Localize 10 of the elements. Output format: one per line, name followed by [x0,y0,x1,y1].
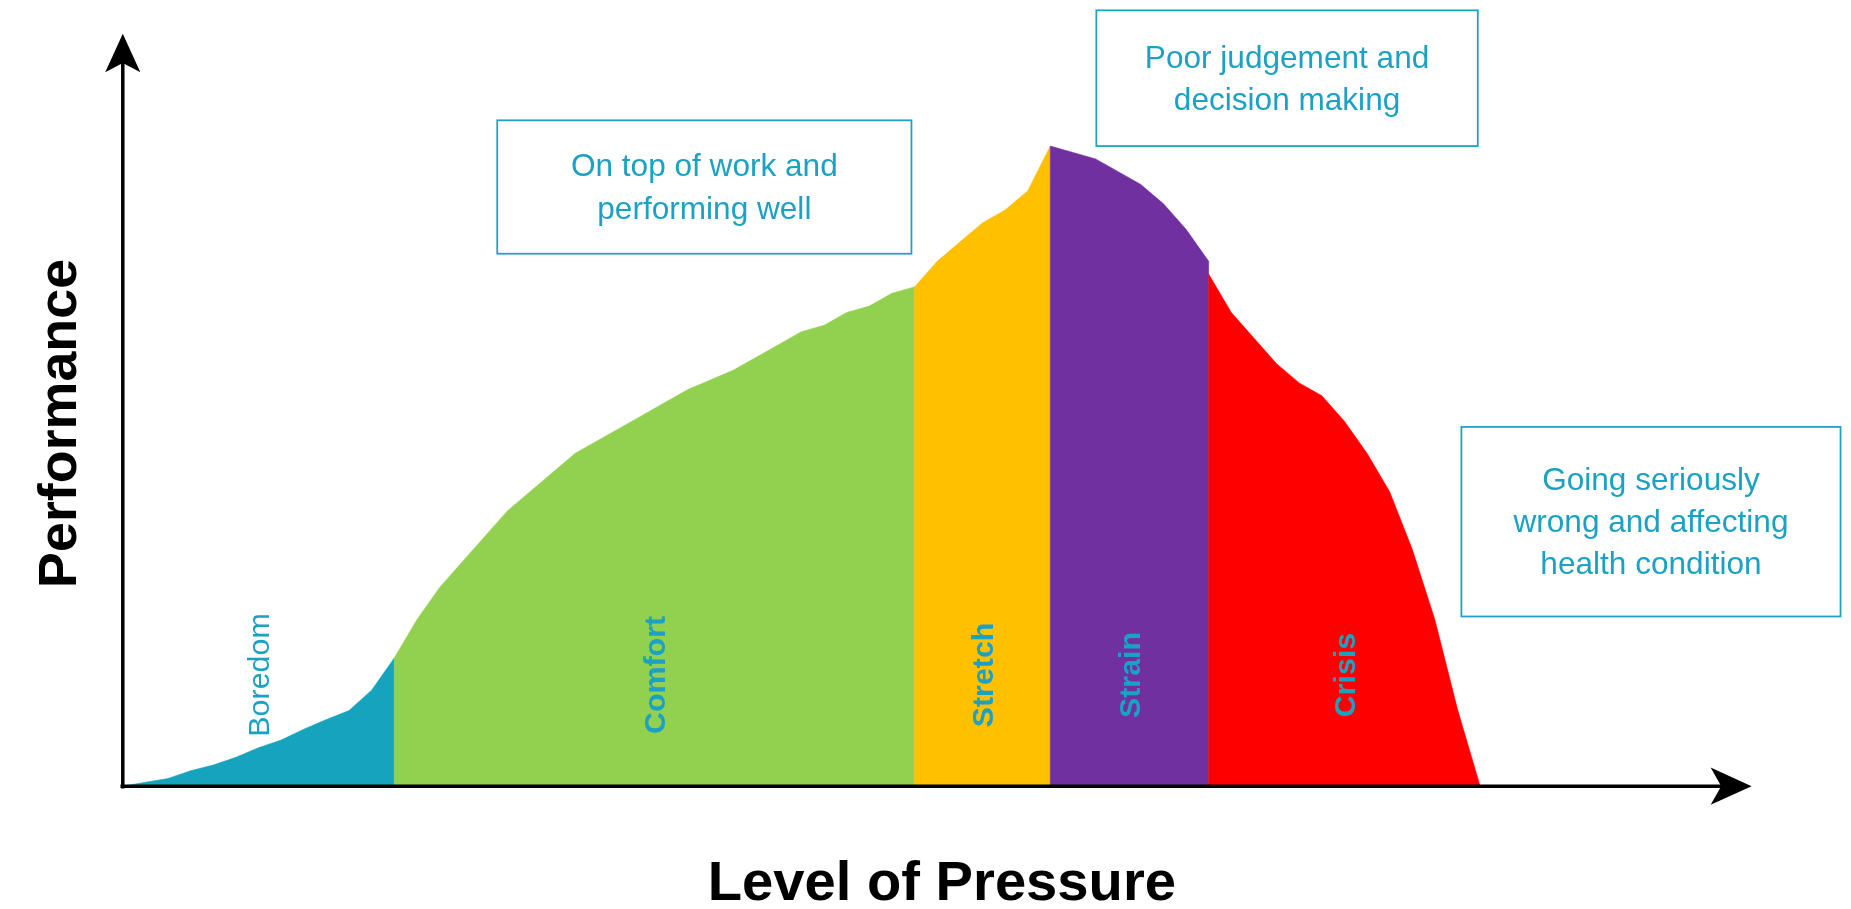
text: Poor judgement and decision making [1144,38,1430,117]
text: Boredom [241,613,276,737]
series-label: Crisis [1326,632,1361,718]
annotation: Going seriously wrong and affecting health condition [1512,461,1789,582]
annotation: On top of work and performing well [570,147,838,226]
x-axis-title: Level of Pressure [707,848,1176,909]
y-axis-title: Performance [26,258,87,588]
series-label: Stretch [964,622,999,728]
series-label: Strain [1112,631,1147,719]
series-label: Comfort [636,615,671,735]
